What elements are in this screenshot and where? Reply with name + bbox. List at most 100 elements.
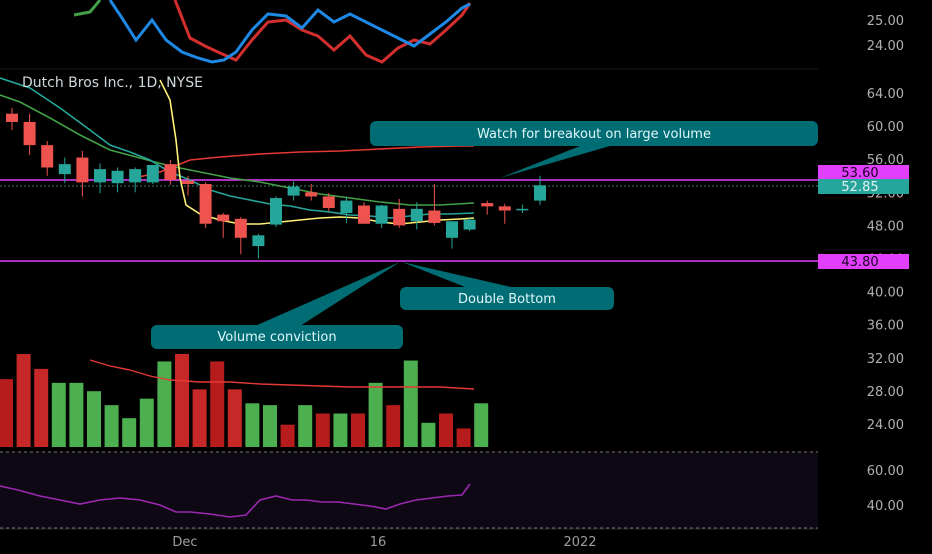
candle: [76, 150, 89, 197]
volume-bar: [87, 391, 101, 447]
candle-body: [481, 203, 494, 207]
volume-bar: [139, 398, 154, 447]
volume-bar: [263, 405, 277, 447]
top-indicator-blue-line: [108, 0, 471, 64]
candle: [446, 221, 458, 249]
price-axis-tick: 28.00: [867, 385, 904, 400]
candle-body: [76, 157, 89, 183]
candle: [182, 175, 194, 196]
candle: [358, 202, 370, 224]
volume-bar: [157, 361, 172, 447]
price-axis[interactable]: 64.0060.0056.0052.0048.0044.0040.0036.00…: [818, 0, 932, 550]
volume-bar: [456, 428, 471, 447]
candle: [481, 200, 494, 215]
candle-body: [270, 198, 282, 225]
price-axis-tick: 32.00: [867, 352, 904, 367]
candle: [111, 167, 124, 193]
price-axis-tick: 60.00: [867, 120, 904, 135]
candle: [463, 217, 476, 232]
candle-body: [428, 210, 441, 223]
volume-bar: [439, 413, 453, 447]
volume-bar: [227, 389, 242, 447]
candle-body: [217, 214, 230, 222]
candle-body: [463, 219, 476, 230]
volume-bar: [333, 413, 348, 447]
candle-body: [375, 205, 388, 224]
candle: [516, 204, 529, 213]
x-tick-16: 16: [370, 535, 387, 550]
price-axis-tick: 40.00: [867, 286, 904, 301]
candle: [6, 107, 18, 131]
volume-bar: [104, 405, 119, 447]
candle-body: [58, 164, 71, 175]
volume-bar: [421, 422, 436, 447]
candle-body: [534, 185, 546, 201]
price-axis-tick: 56.00: [867, 153, 904, 168]
candle: [428, 184, 441, 226]
callout-breakout-text: Watch for breakout on large volume: [477, 127, 711, 142]
callout-breakout[interactable]: Watch for breakout on large volume: [370, 121, 818, 178]
rsi-panel: [0, 451, 818, 529]
candle: [41, 140, 54, 176]
candle: [252, 233, 265, 259]
candle: [305, 184, 318, 201]
candle-body: [146, 164, 159, 183]
candle-body: [129, 169, 142, 183]
volume-bar: [245, 403, 260, 447]
candle-body: [393, 208, 406, 226]
volume-bar: [386, 405, 401, 447]
volume-bar: [122, 418, 137, 447]
candle: [234, 217, 247, 255]
candle-body: [41, 145, 54, 168]
volume-bars: [0, 354, 489, 447]
volume-bar: [210, 361, 225, 447]
callout-double-bottom-text: Double Bottom: [458, 292, 556, 307]
volume-bar: [315, 413, 330, 447]
label-last-price-text: 52.85: [841, 180, 878, 195]
candle: [129, 167, 142, 193]
volume-bar: [192, 389, 207, 447]
price-axis-tick: 60.00: [867, 464, 904, 479]
volume-bar: [51, 382, 66, 447]
label-level-upper: 53.60: [818, 165, 909, 181]
candle-body: [322, 196, 335, 209]
x-tick-2022: 2022: [563, 535, 596, 550]
ma-red: [134, 145, 474, 179]
candle-body: [410, 208, 423, 222]
candle: [94, 163, 106, 194]
candle: [164, 160, 177, 185]
candle: [270, 196, 282, 228]
volume-bar: [34, 368, 49, 447]
candle: [498, 203, 511, 224]
candle-body: [305, 192, 318, 197]
candle-body: [358, 205, 370, 224]
top-indicator-panel: [0, 0, 818, 70]
label-level-upper-text: 53.60: [841, 166, 878, 181]
volume-bar: [16, 354, 31, 447]
callout-volume[interactable]: Volume conviction: [151, 262, 403, 349]
candle: [287, 181, 300, 201]
price-axis-tick: 24.00: [867, 39, 904, 54]
candle: [340, 196, 353, 223]
volume-bar: [0, 379, 13, 447]
price-axis-tick: 24.00: [867, 418, 904, 433]
volume-bar: [474, 403, 489, 447]
candle: [58, 157, 71, 184]
candle: [393, 198, 406, 228]
volume-bar: [280, 424, 295, 447]
candle-body: [446, 221, 458, 238]
price-axis-tick: 48.00: [867, 219, 904, 234]
ma-green: [0, 94, 475, 206]
price-axis-tick: 64.00: [867, 87, 904, 102]
candle-body: [111, 170, 124, 184]
candles: [6, 107, 546, 259]
candle-body: [164, 164, 177, 180]
label-last-price: 52.85: [818, 179, 909, 195]
volume-bar: [298, 405, 313, 447]
callout-double-bottom[interactable]: Double Bottom: [400, 262, 614, 310]
top-indicator-green-line: [73, 0, 102, 17]
volume-average-line: [89, 359, 475, 390]
candle: [410, 202, 423, 230]
